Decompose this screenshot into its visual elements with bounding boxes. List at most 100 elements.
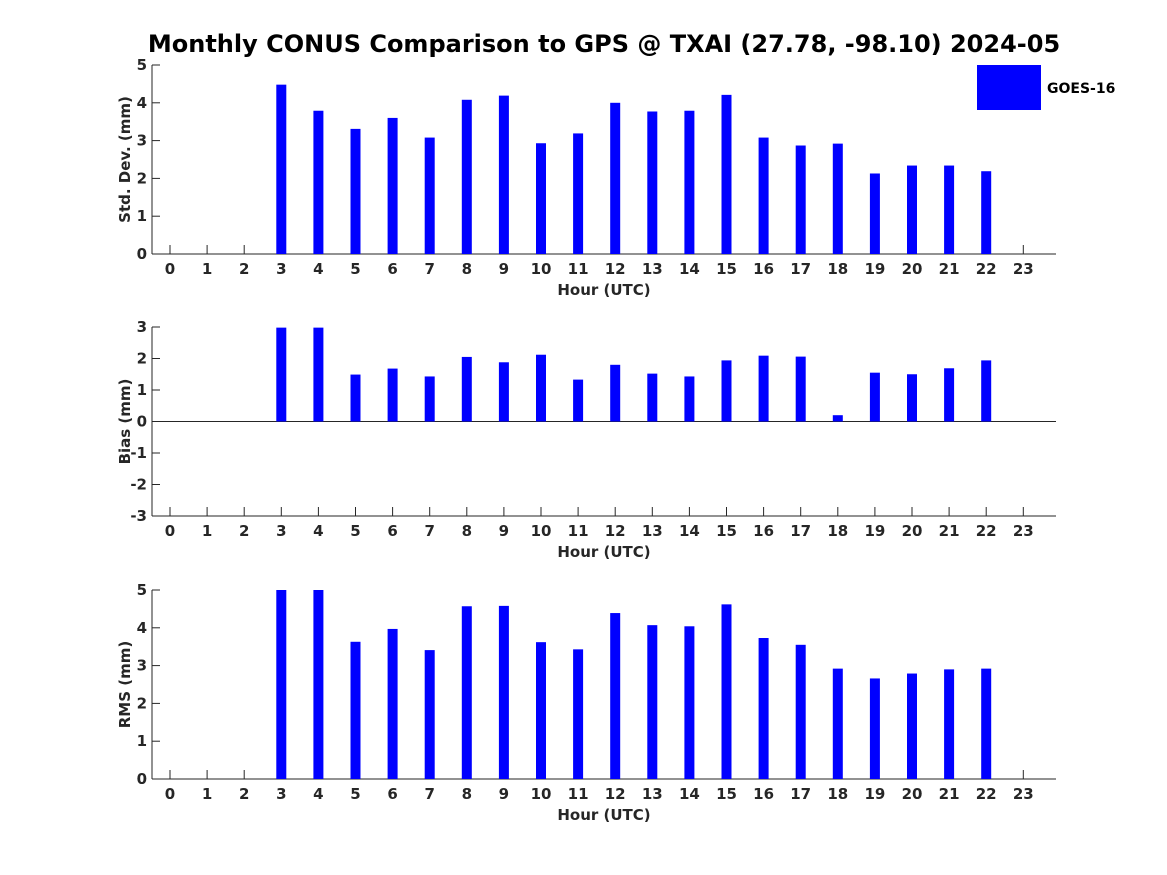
x-tick-label: 23 bbox=[1013, 785, 1034, 803]
x-tick-label: 8 bbox=[462, 522, 472, 540]
x-tick-label: 1 bbox=[202, 260, 212, 278]
bar bbox=[944, 165, 955, 254]
x-tick-label: 17 bbox=[790, 260, 811, 278]
x-tick-label: 18 bbox=[827, 785, 848, 803]
bar bbox=[795, 356, 806, 422]
bar bbox=[758, 638, 769, 779]
y-tick-label: 2 bbox=[137, 350, 147, 368]
x-tick-label: 23 bbox=[1013, 522, 1034, 540]
x-tick-label: 9 bbox=[499, 785, 509, 803]
x-tick-label: 20 bbox=[902, 260, 923, 278]
bar bbox=[387, 368, 398, 422]
bar bbox=[869, 173, 880, 254]
y-tick-label: 1 bbox=[137, 207, 147, 225]
x-tick-label: 21 bbox=[939, 785, 960, 803]
y-tick-label: -1 bbox=[130, 444, 147, 462]
x-tick-label: 13 bbox=[642, 522, 663, 540]
x-tick-label: 4 bbox=[313, 522, 323, 540]
legend-swatch bbox=[977, 65, 1041, 110]
y-tick-label: -3 bbox=[130, 507, 147, 525]
bar bbox=[350, 128, 361, 254]
bar bbox=[536, 642, 546, 779]
x-tick-label: 9 bbox=[499, 260, 509, 278]
bar bbox=[461, 606, 472, 779]
bar bbox=[721, 604, 732, 779]
bar bbox=[313, 110, 324, 254]
x-tick-label: 21 bbox=[939, 260, 960, 278]
bar bbox=[424, 650, 435, 779]
bar bbox=[981, 668, 992, 779]
y-tick-label: 0 bbox=[137, 770, 147, 788]
x-tick-label: 7 bbox=[424, 260, 434, 278]
x-tick-label: 11 bbox=[568, 785, 589, 803]
x-axis-label: Hour (UTC) bbox=[557, 806, 650, 824]
x-tick-label: 20 bbox=[902, 785, 923, 803]
x-tick-label: 9 bbox=[499, 522, 509, 540]
bar bbox=[981, 171, 992, 254]
bar bbox=[684, 376, 695, 422]
bar bbox=[536, 143, 546, 254]
bar bbox=[832, 415, 843, 422]
bar bbox=[981, 360, 992, 422]
y-tick-label: 4 bbox=[137, 619, 147, 637]
x-tick-label: 14 bbox=[679, 260, 700, 278]
x-tick-label: 10 bbox=[531, 785, 552, 803]
y-axis-label: RMS (mm) bbox=[116, 641, 134, 728]
x-tick-label: 5 bbox=[350, 522, 360, 540]
x-tick-label: 8 bbox=[462, 260, 472, 278]
bar bbox=[832, 143, 843, 254]
y-axis-label: Std. Dev. (mm) bbox=[116, 96, 134, 223]
bar bbox=[573, 133, 584, 254]
y-tick-label: 5 bbox=[137, 581, 147, 599]
bar bbox=[276, 327, 287, 422]
chart-title: Monthly CONUS Comparison to GPS @ TXAI (… bbox=[148, 30, 1060, 58]
x-tick-label: 16 bbox=[753, 522, 774, 540]
x-tick-label: 4 bbox=[313, 785, 323, 803]
x-tick-label: 11 bbox=[568, 522, 589, 540]
x-tick-label: 3 bbox=[276, 522, 286, 540]
y-tick-label: 1 bbox=[137, 381, 147, 399]
bar bbox=[758, 355, 769, 422]
bar bbox=[907, 673, 917, 779]
x-tick-label: 11 bbox=[568, 260, 589, 278]
bar bbox=[721, 360, 732, 422]
bar bbox=[647, 373, 658, 422]
x-tick-label: 1 bbox=[202, 785, 212, 803]
y-axis-label: Bias (mm) bbox=[116, 379, 134, 465]
bar bbox=[795, 145, 806, 254]
bar bbox=[647, 625, 658, 779]
bar bbox=[647, 111, 658, 254]
bar bbox=[795, 644, 806, 779]
y-tick-label: 3 bbox=[137, 318, 147, 336]
x-tick-label: 18 bbox=[827, 522, 848, 540]
x-tick-label: 19 bbox=[864, 260, 885, 278]
x-tick-label: 3 bbox=[276, 260, 286, 278]
bar bbox=[907, 165, 917, 254]
bar bbox=[350, 374, 361, 422]
x-tick-label: 5 bbox=[350, 785, 360, 803]
x-tick-label: 2 bbox=[239, 785, 249, 803]
y-tick-label: 5 bbox=[137, 56, 147, 74]
x-tick-label: 3 bbox=[276, 785, 286, 803]
bar bbox=[869, 678, 880, 779]
x-tick-label: 12 bbox=[605, 522, 626, 540]
y-tick-label: 0 bbox=[137, 245, 147, 263]
bar bbox=[276, 84, 287, 254]
x-tick-label: 19 bbox=[864, 522, 885, 540]
bar bbox=[869, 372, 880, 422]
bar bbox=[461, 356, 472, 422]
x-tick-label: 0 bbox=[165, 785, 175, 803]
bar bbox=[461, 99, 472, 254]
x-tick-label: 18 bbox=[827, 260, 848, 278]
x-tick-label: 19 bbox=[864, 785, 885, 803]
x-tick-label: 8 bbox=[462, 785, 472, 803]
x-tick-label: 6 bbox=[387, 522, 397, 540]
x-tick-label: 23 bbox=[1013, 260, 1034, 278]
x-tick-label: 17 bbox=[790, 522, 811, 540]
legend: GOES-16 bbox=[977, 65, 1115, 110]
x-tick-label: 17 bbox=[790, 785, 811, 803]
